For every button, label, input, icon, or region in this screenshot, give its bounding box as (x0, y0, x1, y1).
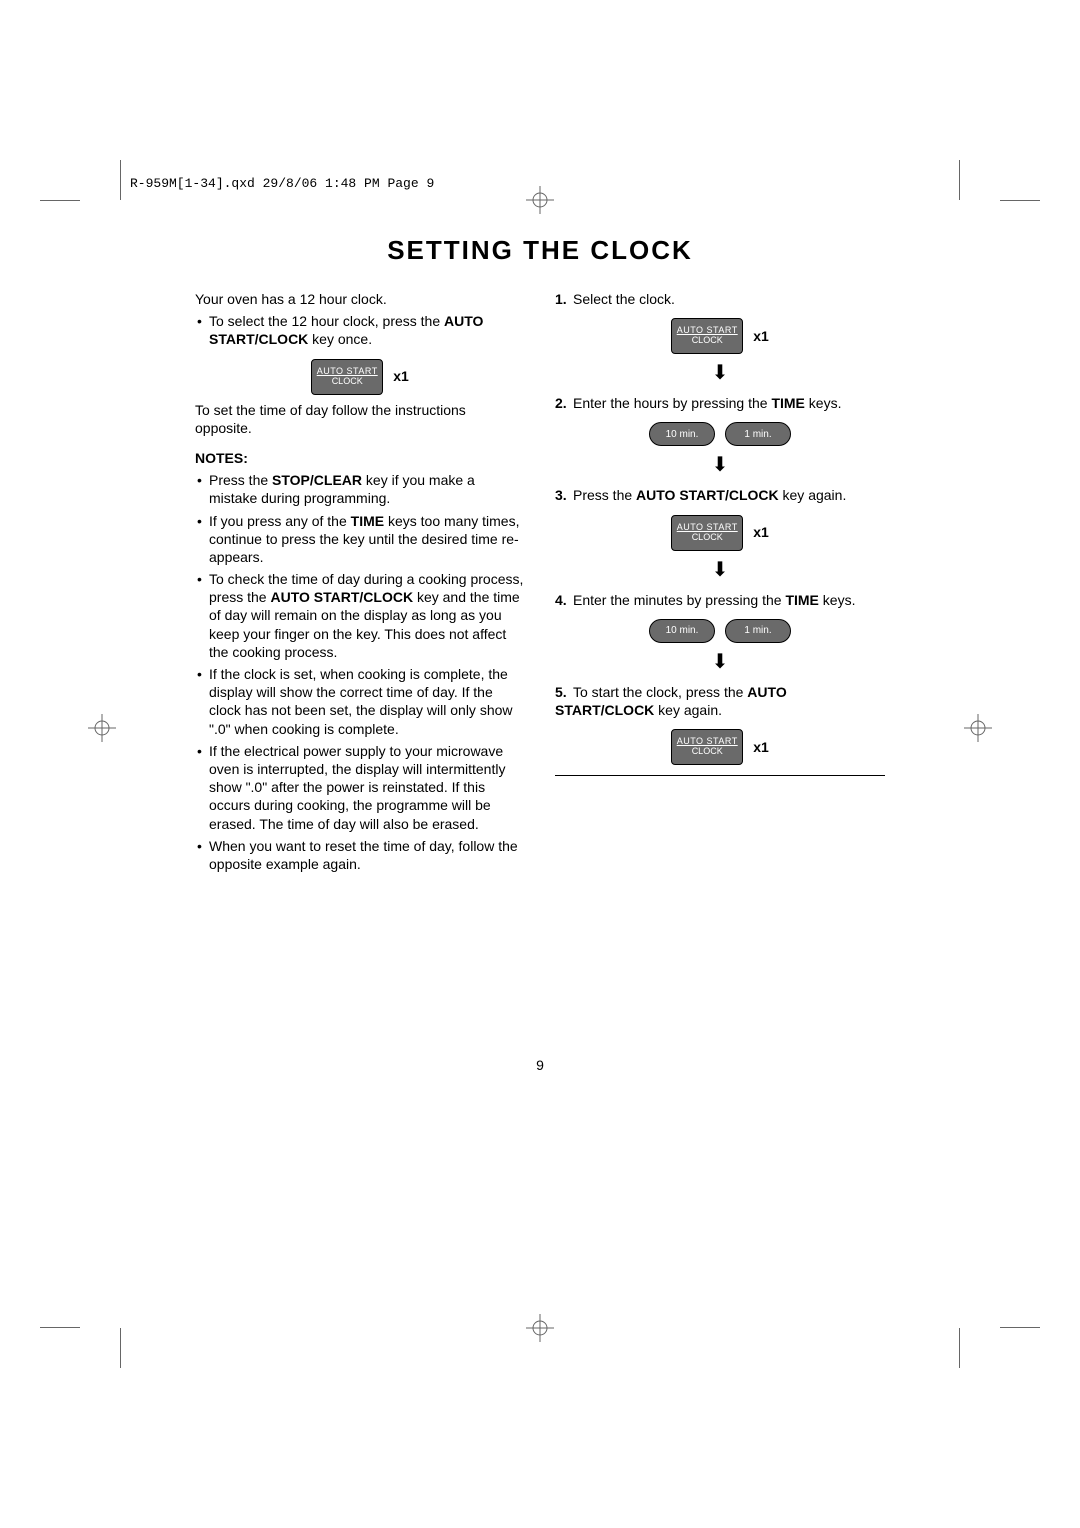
page-title: SETTING THE CLOCK (195, 235, 885, 266)
time-1min-button-icon: 1 min. (725, 619, 791, 643)
registration-mark-icon (964, 714, 992, 742)
text: key once. (308, 331, 372, 347)
time-10min-button-icon: 10 min. (649, 422, 715, 446)
page-content: SETTING THE CLOCK Your oven has a 12 hou… (195, 235, 885, 1073)
time-1min-button-icon: 1 min. (725, 422, 791, 446)
steps-list: 1.Select the clock.AUTO STARTCLOCKx1⬇2.E… (555, 290, 885, 765)
page-number: 9 (195, 1057, 885, 1073)
right-column: 1.Select the clock.AUTO STARTCLOCKx1⬇2.E… (555, 290, 885, 877)
intro-text: Your oven has a 12 hour clock. (195, 290, 525, 308)
step-item: 3.Press the AUTO START/CLOCK key again.A… (555, 486, 885, 582)
registration-mark-icon (526, 186, 554, 214)
note-item: When you want to reset the time of day, … (195, 837, 525, 873)
note-item: If the electrical power supply to your m… (195, 742, 525, 833)
step-number: 1. (555, 290, 573, 308)
auto-start-clock-button-icon: AUTO START CLOCK (311, 359, 383, 395)
note-item: Press the STOP/CLEAR key if you make a m… (195, 471, 525, 507)
crop-mark (40, 1327, 80, 1328)
step-number: 2. (555, 394, 573, 412)
note-item: To check the time of day during a cookin… (195, 570, 525, 661)
registration-mark-icon (88, 714, 116, 742)
crop-mark (959, 1328, 960, 1368)
divider (555, 775, 885, 776)
registration-mark-icon (526, 1314, 554, 1342)
auto-start-clock-button-icon: AUTO STARTCLOCK (671, 515, 743, 551)
notes-heading: NOTES: (195, 449, 525, 467)
press-count: x1 (753, 327, 769, 345)
note-item: If you press any of the TIME keys too ma… (195, 512, 525, 567)
auto-start-clock-button-icon: AUTO STARTCLOCK (671, 729, 743, 765)
button-bottom-label: CLOCK (332, 377, 363, 387)
notes-list: Press the STOP/CLEAR key if you make a m… (195, 471, 525, 873)
step-number: 5. (555, 683, 573, 701)
crop-mark (120, 160, 121, 200)
select-clock-bullet: To select the 12 hour clock, press the A… (195, 312, 525, 348)
crop-mark (120, 1328, 121, 1368)
down-arrow-icon: ⬇ (712, 454, 729, 476)
crop-mark (959, 160, 960, 200)
step-number: 4. (555, 591, 573, 609)
press-count: x1 (393, 367, 409, 385)
step-item: 4.Enter the minutes by pressing the TIME… (555, 591, 885, 675)
down-arrow-icon: ⬇ (712, 651, 729, 673)
crop-mark (40, 200, 80, 201)
press-count: x1 (753, 523, 769, 541)
crop-mark (1000, 200, 1040, 201)
step-item: 2.Enter the hours by pressing the TIME k… (555, 394, 885, 478)
auto-start-clock-button-icon: AUTO STARTCLOCK (671, 318, 743, 354)
left-column: Your oven has a 12 hour clock. To select… (195, 290, 525, 877)
down-arrow-icon: ⬇ (712, 362, 729, 384)
crop-mark (1000, 1327, 1040, 1328)
file-path-header: R-959M[1-34].qxd 29/8/06 1:48 PM Page 9 (130, 176, 434, 191)
step-number: 3. (555, 486, 573, 504)
note-item: If the clock is set, when cooking is com… (195, 665, 525, 738)
step-item: 1.Select the clock.AUTO STARTCLOCKx1⬇ (555, 290, 885, 386)
time-10min-button-icon: 10 min. (649, 619, 715, 643)
set-time-instruction: To set the time of day follow the instru… (195, 401, 525, 437)
text: To select the 12 hour clock, press the (209, 313, 444, 329)
press-count: x1 (753, 738, 769, 756)
step-item: 5.To start the clock, press the AUTO STA… (555, 683, 885, 765)
down-arrow-icon: ⬇ (712, 559, 729, 581)
